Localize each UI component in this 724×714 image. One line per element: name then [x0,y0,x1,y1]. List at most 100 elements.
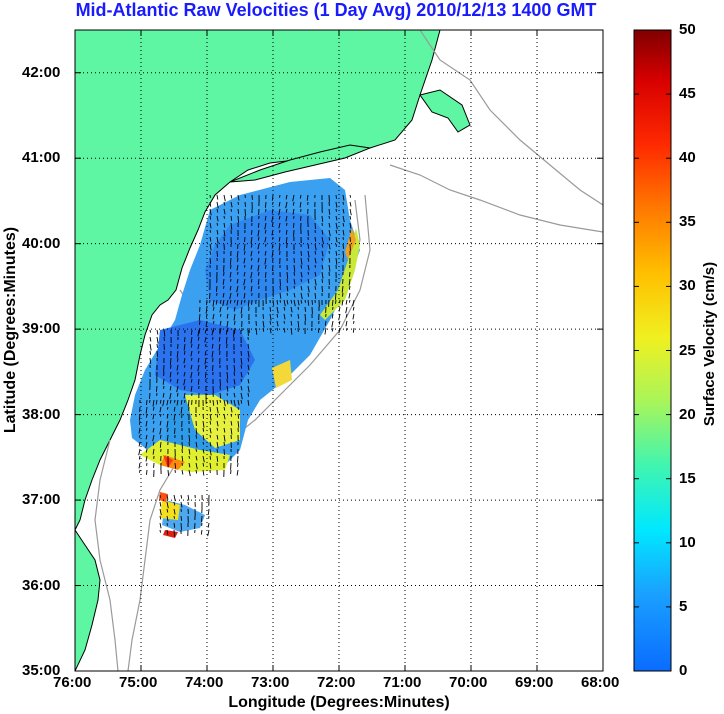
long-island [229,144,372,183]
velocity-arrow [138,448,141,456]
velocity-arrow [348,299,351,303]
velocity-arrow [237,399,240,406]
velocity-arrow [300,278,303,282]
velocity-arrow [145,427,148,431]
velocity-arrow [250,285,253,292]
velocity-arrow [321,285,323,292]
velocity-arrow [173,406,176,412]
velocity-arrow [180,399,183,405]
velocity-arrow [307,278,310,284]
velocity-arrow [212,327,215,333]
velocity-arrow [279,229,281,233]
velocity-arrow [304,313,307,321]
velocity-arrow [237,201,239,205]
land-mass [75,30,441,531]
velocity-arrow [278,208,281,216]
velocity-arrow [283,306,286,311]
velocity-arrow [335,257,338,265]
velocity-arrow [234,299,236,303]
velocity-arrow [279,292,282,299]
colorbar-tick-label: 35 [679,213,696,231]
velocity-arrow [145,434,148,440]
velocity-arrow [159,399,162,404]
velocity-arrow [166,529,169,535]
velocity-arrow [292,208,295,215]
velocity-arrow [247,378,250,384]
velocity-arrow [159,406,162,413]
velocity-arrow [299,201,302,208]
velocity-arrow [300,271,303,278]
velocity-arrow [138,413,141,421]
velocity-arrow [262,320,265,328]
x-tick-label: 75:00 [119,674,158,691]
velocity-arrow [321,250,324,257]
velocity-arrow [292,194,295,202]
velocity-arrow [145,406,148,414]
velocity-arrow [240,299,243,305]
velocity-arrow [243,257,246,264]
velocity-arrow [247,350,250,358]
velocity-arrow [338,313,341,321]
velocity-arrow [169,392,172,400]
velocity-arrow [334,292,337,300]
velocity-arrow [293,229,295,237]
velocity-arrow [209,406,212,412]
velocity-arrow [237,271,239,275]
velocity-arrow [300,299,303,304]
velocity-arrow [297,313,300,319]
velocity-arrow [353,320,355,324]
velocity-arrow [290,299,293,304]
velocity-arrow [190,385,193,392]
velocity-arrow [218,336,221,342]
velocity-arrow [209,215,212,220]
velocity-arrow [257,271,260,276]
velocity-arrow [247,299,250,307]
velocity-arrow [345,299,348,305]
velocity-arrow [276,327,279,331]
velocity-arrow [176,350,179,358]
velocity-arrow [219,306,222,313]
y-tick-label: 42:00 [22,63,61,81]
velocity-arrow [152,434,155,442]
velocity-arrow [216,448,219,453]
velocity-arrow [159,413,162,417]
velocity-arrow [247,392,250,397]
velocity-arrow [300,292,303,300]
velocity-arrow [181,455,184,462]
velocity-arrow [293,285,296,289]
velocity-field [130,178,360,538]
velocity-arrow [195,455,198,461]
velocity-arrow [237,413,240,419]
velocity-arrow [233,329,235,337]
velocity-arrow [293,292,296,298]
velocity-arrow [209,448,212,456]
velocity-arrow [233,385,236,389]
velocity-arrow [209,427,212,434]
velocity-arrow [202,441,205,445]
velocity-arrow [173,501,176,506]
velocity-arrow [240,378,243,382]
velocity-arrow [207,529,210,537]
velocity-arrow [223,399,226,407]
velocity-arrow [190,329,193,335]
velocity-arrow [262,313,264,319]
velocity-arrow [201,515,203,522]
velocity-arrow [216,222,219,226]
velocity-arrow [222,278,225,285]
velocity-arrow [197,378,200,385]
velocity-arrow [306,194,309,201]
colorbar-tick-label: 0 [679,662,688,679]
velocity-arrow [212,306,215,311]
velocity-arrow [341,299,344,306]
velocity-arrow [190,350,193,357]
velocity-arrow [226,371,229,379]
velocity-arrow [307,292,310,297]
velocity-arrow [223,201,226,206]
velocity-arrow [149,350,152,355]
velocity-arrow [276,320,279,327]
y-tick-label: 35:00 [22,662,61,679]
velocity-arrow [166,406,169,410]
velocity-arrow [173,522,176,528]
velocity-arrow [285,236,288,244]
velocity-arrow [230,278,232,282]
